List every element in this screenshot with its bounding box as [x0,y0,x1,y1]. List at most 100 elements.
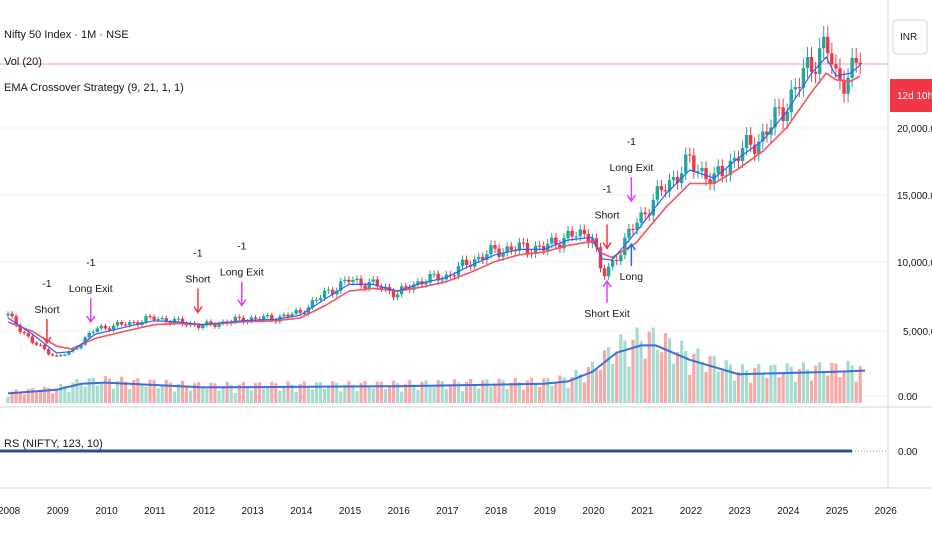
volume-bar [615,351,619,403]
candle-body [233,316,237,322]
volume-bar [343,384,347,403]
volume-bar [14,389,18,403]
candle-body [858,62,862,65]
volume-bar [193,383,197,403]
candle-body [489,245,493,255]
x-tick-2013: 2013 [242,506,265,517]
candle-body [838,68,842,80]
volume-bar [797,369,801,403]
volume-bar [22,394,26,403]
volume-bar [708,356,712,403]
candle-body [164,318,168,323]
x-tick-2010: 2010 [95,506,118,517]
volume-bar [201,388,205,403]
volume-bar [704,371,708,403]
candle-body [432,273,436,275]
volume-bar [789,366,793,403]
volume-bar [651,327,655,403]
candle-body [172,318,177,324]
volume-bar [164,379,168,403]
candle-body [266,315,270,317]
volume-bar [205,388,209,403]
candle-body [343,279,347,282]
volume-bar [404,383,408,403]
volume-bars [6,327,862,403]
candle-body [842,79,846,94]
volume-bar [578,373,582,403]
legend-rs[interactable]: RS (NIFTY, 123, 10) [4,438,103,450]
candle-body [497,248,501,257]
candle-body [765,131,769,135]
volume-bar [546,377,550,403]
volume-bar [464,382,469,403]
signal-label: Long [620,271,644,283]
volume-bar [830,362,834,403]
countdown-badge [890,79,932,112]
volume-bar [180,380,185,403]
candle-body [562,237,566,249]
volume-bar [854,381,858,403]
volume-bar [598,369,603,403]
x-tick-2011: 2011 [144,506,166,517]
signal-label: -1 [86,257,95,269]
legend-strategy[interactable]: EMA Crossover Strategy (9, 21, 1, 1) [4,82,184,94]
candle-body [55,355,59,357]
candle-body [217,323,221,327]
candle-body [282,314,286,317]
candle-body [261,316,266,321]
volume-bar [396,383,400,403]
signal-arrow-head [602,279,612,288]
candle-body [748,134,753,145]
candle-body [602,268,607,277]
volume-bar [452,379,457,403]
volume-bar [538,386,542,403]
volume-bar [233,392,237,403]
signal-longexit-2009: -1 Long Exit [69,257,113,324]
candle-body [517,242,522,251]
candle-body [777,107,781,109]
legend-volume[interactable]: Vol (20) [4,56,42,68]
candle-body [128,322,132,326]
volume-bar [773,364,777,403]
volume-bar [38,391,43,403]
currency-box[interactable] [892,19,928,55]
volume-bar [172,391,176,403]
candle-body [477,256,481,260]
candle-body [481,256,485,261]
volume-bar [838,377,842,403]
candle-body [123,324,128,326]
candle-body [619,254,623,262]
candle-body [351,280,355,283]
volume-bar [391,380,396,403]
ema-fast-line [7,56,861,354]
candle-body [773,107,777,128]
y-tick-20000: 20,000.00 [897,124,932,135]
volume-bar [513,377,517,403]
legend-symbol[interactable]: Nifty 50 Index · 1M · NSE [4,29,129,41]
volume-bar [558,375,562,403]
candle-body [379,286,384,289]
candle-body [326,289,331,291]
signal-shortexit-2020: Short Exit [584,279,630,320]
volume-bar [128,389,132,403]
volume-bar [505,389,509,403]
x-tick-2015: 2015 [339,506,362,517]
volume-bar [428,386,432,403]
candle-body [830,53,834,65]
candle-body [704,168,708,180]
volume-bar [525,380,530,403]
volume-bar [469,378,473,403]
volume-bar [249,390,254,403]
candle-body [14,316,18,326]
volume-bar [79,383,83,403]
candle-body [623,237,627,255]
signal-label: -1 [237,241,246,253]
candle-body [241,317,246,323]
y-tick-15000: 15,000.00 [897,191,932,202]
volume-bar [120,376,124,403]
candle-body [761,131,765,142]
volume-bar [416,389,420,403]
volume-bar [716,371,720,403]
candle-body [485,254,489,261]
